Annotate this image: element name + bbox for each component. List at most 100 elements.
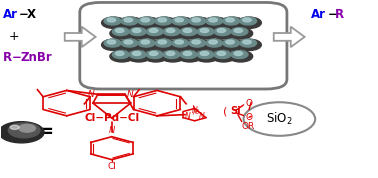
Circle shape <box>107 40 116 44</box>
Circle shape <box>229 51 253 62</box>
Circle shape <box>124 18 133 22</box>
Circle shape <box>158 40 166 44</box>
Circle shape <box>192 40 200 44</box>
Circle shape <box>155 39 172 47</box>
Circle shape <box>183 51 192 56</box>
Circle shape <box>124 40 133 44</box>
Circle shape <box>158 18 166 22</box>
Circle shape <box>127 51 151 62</box>
Text: N: N <box>127 90 133 99</box>
Circle shape <box>180 28 197 36</box>
Circle shape <box>209 40 217 44</box>
Circle shape <box>110 51 134 62</box>
Circle shape <box>197 51 214 59</box>
Circle shape <box>121 17 138 25</box>
Text: R: R <box>335 8 344 21</box>
Text: −: − <box>19 8 29 21</box>
Circle shape <box>144 51 168 62</box>
Circle shape <box>234 51 243 56</box>
Circle shape <box>129 51 146 59</box>
Circle shape <box>169 39 194 51</box>
Text: X: X <box>26 8 35 21</box>
FancyBboxPatch shape <box>80 2 287 89</box>
Text: $)_3$: $)_3$ <box>191 104 200 117</box>
Circle shape <box>163 51 180 59</box>
Circle shape <box>152 17 177 28</box>
Circle shape <box>240 39 257 47</box>
Circle shape <box>206 17 223 25</box>
Circle shape <box>195 28 219 39</box>
Text: (: ( <box>223 106 227 116</box>
Text: N: N <box>108 126 115 135</box>
Circle shape <box>107 18 116 22</box>
Text: Cl−Pd−Cl: Cl−Pd−Cl <box>84 113 139 123</box>
Circle shape <box>119 17 143 28</box>
Polygon shape <box>274 27 305 47</box>
Text: R: R <box>3 51 12 64</box>
Circle shape <box>116 28 124 33</box>
Circle shape <box>192 18 200 22</box>
Circle shape <box>229 28 253 39</box>
Circle shape <box>212 28 236 39</box>
Circle shape <box>197 28 214 36</box>
Polygon shape <box>65 27 96 47</box>
Circle shape <box>195 51 219 62</box>
Circle shape <box>161 51 185 62</box>
Circle shape <box>166 51 175 56</box>
Circle shape <box>172 39 189 47</box>
Circle shape <box>110 28 134 39</box>
Circle shape <box>217 51 226 56</box>
Circle shape <box>175 40 183 44</box>
Circle shape <box>102 39 126 51</box>
Circle shape <box>180 51 197 59</box>
Text: =: = <box>39 123 53 141</box>
Circle shape <box>161 28 185 39</box>
Circle shape <box>172 17 189 25</box>
Circle shape <box>212 51 236 62</box>
Circle shape <box>19 124 36 132</box>
Circle shape <box>231 28 248 36</box>
Text: N: N <box>199 112 205 121</box>
Circle shape <box>166 28 175 33</box>
Circle shape <box>243 18 251 22</box>
Circle shape <box>214 51 231 59</box>
Circle shape <box>178 28 202 39</box>
Text: Ar: Ar <box>311 8 326 21</box>
Circle shape <box>200 28 209 33</box>
Text: −: − <box>12 51 22 64</box>
Circle shape <box>146 28 163 36</box>
Circle shape <box>144 28 168 39</box>
Circle shape <box>186 17 211 28</box>
Text: N: N <box>192 106 198 115</box>
Circle shape <box>237 39 261 51</box>
Circle shape <box>136 17 160 28</box>
Circle shape <box>163 28 180 36</box>
Circle shape <box>220 39 244 51</box>
Circle shape <box>136 39 160 51</box>
Circle shape <box>149 51 158 56</box>
Circle shape <box>121 39 138 47</box>
Text: Cl: Cl <box>107 162 116 171</box>
Circle shape <box>240 17 257 25</box>
Circle shape <box>183 28 192 33</box>
Circle shape <box>189 39 206 47</box>
Circle shape <box>226 18 234 22</box>
Text: OR: OR <box>242 122 255 131</box>
Text: +: + <box>9 30 20 43</box>
Circle shape <box>138 39 155 47</box>
Circle shape <box>132 28 141 33</box>
Circle shape <box>217 28 226 33</box>
Circle shape <box>146 51 163 59</box>
Circle shape <box>189 17 206 25</box>
Circle shape <box>178 51 202 62</box>
Circle shape <box>138 17 155 25</box>
Text: O: O <box>245 99 253 108</box>
Circle shape <box>226 40 234 44</box>
Circle shape <box>10 125 19 129</box>
Circle shape <box>104 39 121 47</box>
Circle shape <box>203 39 228 51</box>
Circle shape <box>132 51 141 56</box>
Circle shape <box>231 51 248 59</box>
Circle shape <box>129 28 146 36</box>
Circle shape <box>0 122 44 143</box>
